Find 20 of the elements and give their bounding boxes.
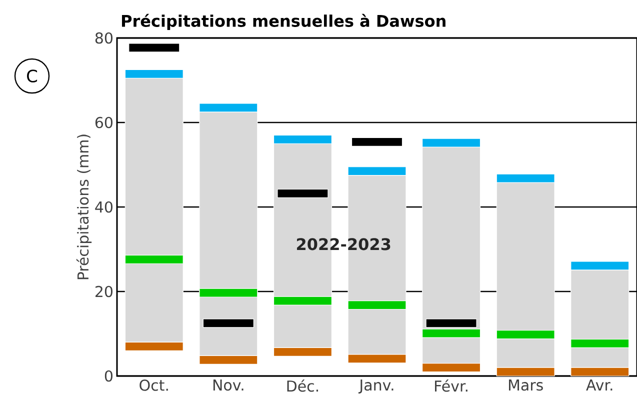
- x-tick-label: Mars: [508, 380, 543, 391]
- chart-title: Précipitations mensuelles à Dawson: [122, 14, 446, 30]
- bar: [277, 188, 328, 198]
- text: 2022-2023: [296, 238, 390, 250]
- y-tick-label: 60: [95, 116, 112, 128]
- bar: [351, 137, 403, 146]
- x-tick-label: Févr.: [435, 380, 468, 392]
- y-tick-label: 40: [95, 201, 112, 213]
- y-tick-label: 0: [104, 370, 112, 382]
- y-axis-title: Précipitations (mm): [76, 134, 92, 280]
- text: C: [27, 70, 38, 82]
- bar: [128, 43, 180, 52]
- x-tick-label: Déc.: [287, 380, 318, 392]
- x-tick-label: Avr.: [586, 380, 612, 390]
- y-tick-label: 20: [95, 286, 112, 298]
- x-tick-label: Janv.: [358, 380, 394, 394]
- x-tick-label: Oct.: [140, 380, 168, 391]
- bar: [202, 318, 254, 328]
- x-tick-label: Nov.: [213, 380, 244, 391]
- y-tick-label: 80: [95, 32, 112, 44]
